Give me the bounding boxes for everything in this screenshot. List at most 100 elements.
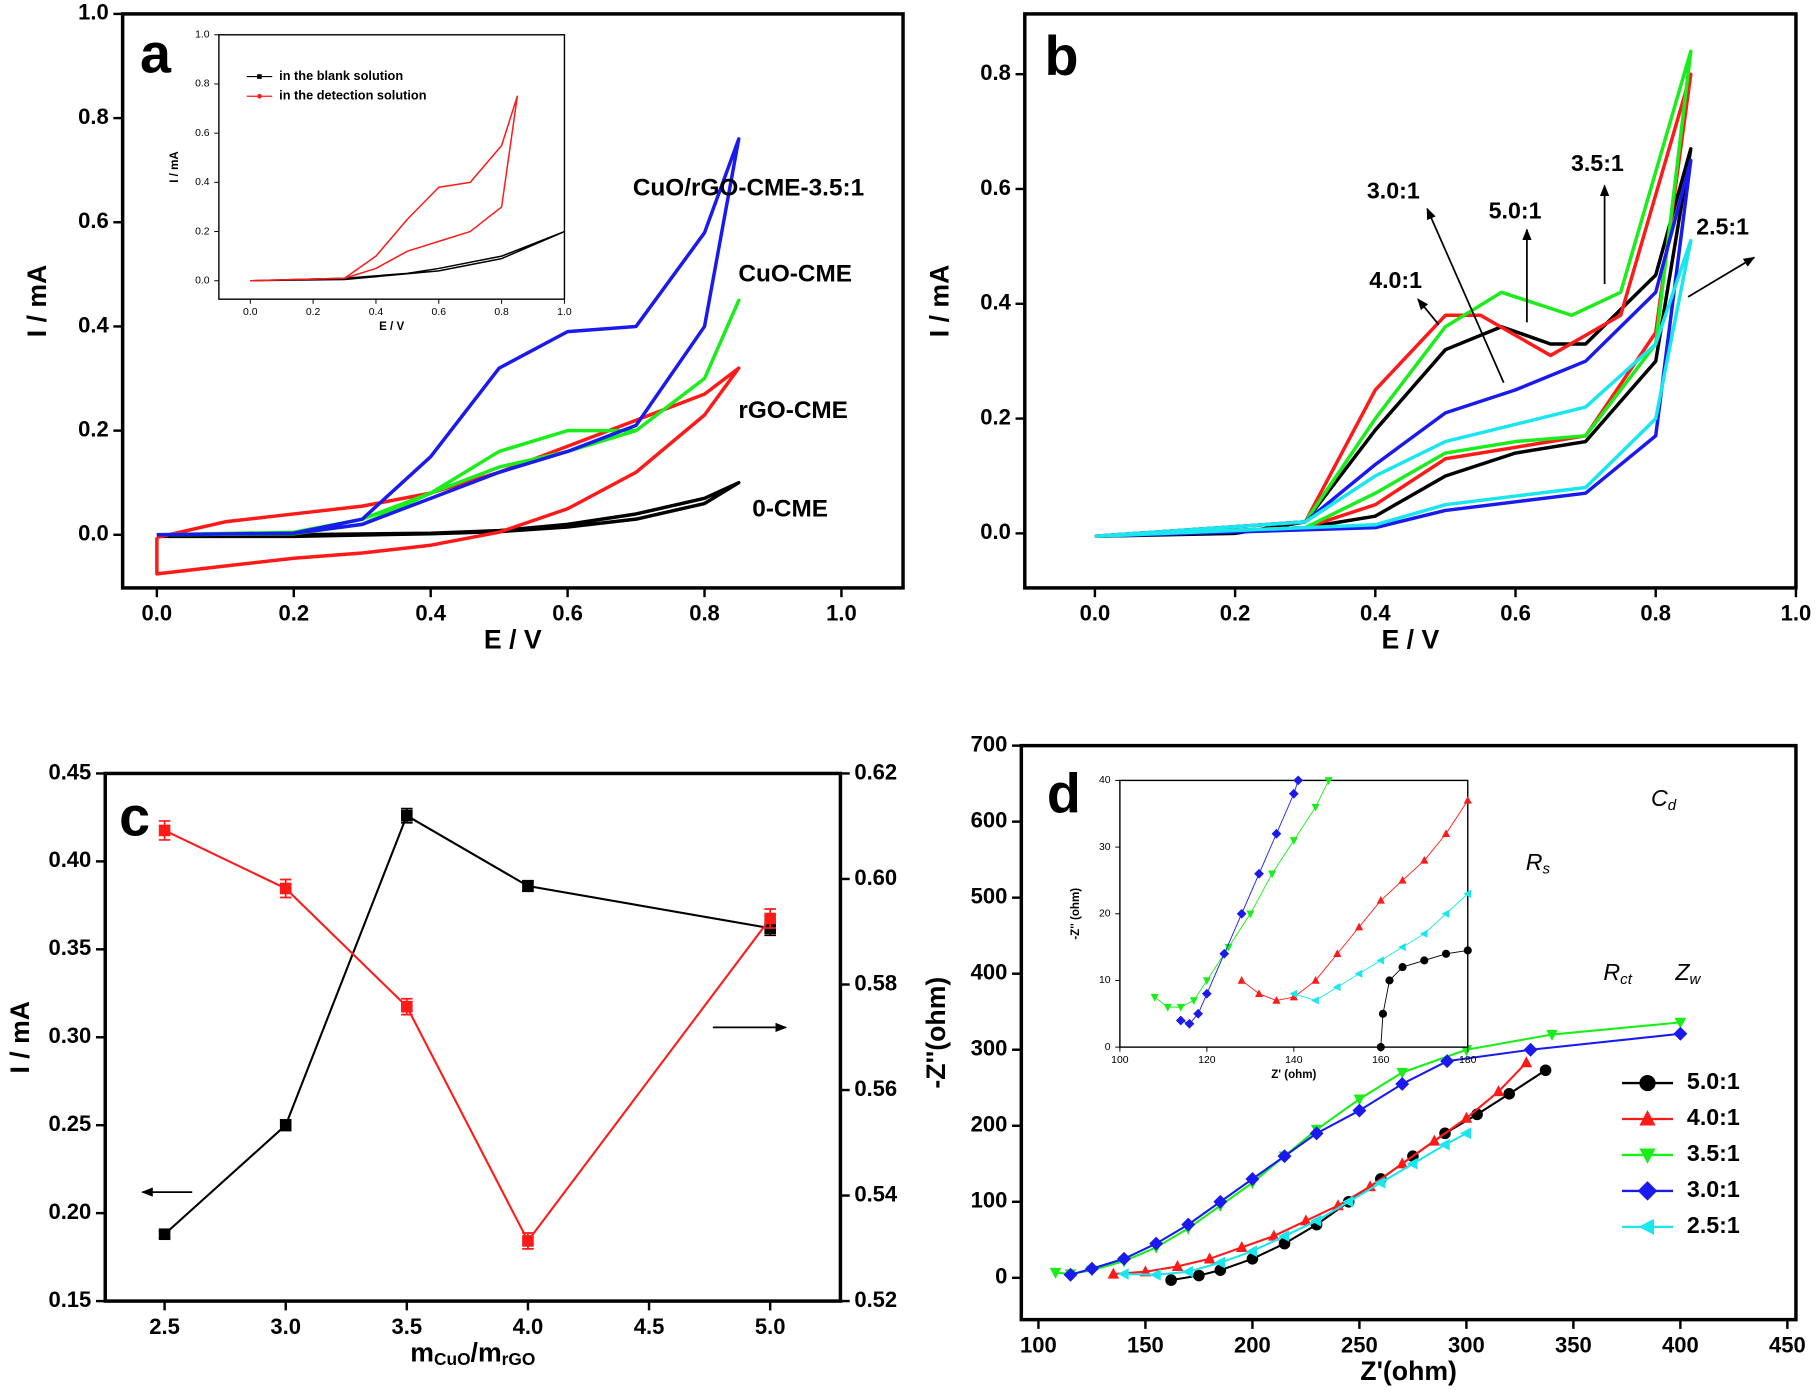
x-tick-label: 160	[1372, 1055, 1390, 1066]
x-tick-label: 1.0	[557, 307, 572, 318]
legend-label: in the detection solution	[279, 88, 426, 103]
y-tick-label: 0.8	[195, 79, 210, 90]
y-tick-label: 300	[971, 1036, 1008, 1061]
marker	[1333, 949, 1342, 958]
marker	[1440, 1054, 1455, 1069]
y-tick-label: 0.15	[48, 1287, 91, 1312]
legend-marker	[257, 74, 262, 79]
x-tick-label: 0.0	[142, 601, 173, 626]
marker	[1163, 1003, 1172, 1012]
x-tick-label: 5.0	[755, 1314, 786, 1339]
y-tick-label: 600	[971, 807, 1008, 832]
series-line	[250, 95, 519, 282]
circuit-label-sub: s	[1542, 861, 1550, 878]
x-tick-label: 0.4	[415, 601, 446, 626]
marker	[1354, 969, 1363, 978]
marker	[1463, 795, 1472, 804]
marker	[1463, 889, 1472, 898]
marker	[1184, 1018, 1195, 1029]
circuit-label-sub: ct	[1620, 971, 1633, 988]
series-line	[1094, 158, 1693, 538]
x-tick-label: 450	[1769, 1332, 1806, 1357]
marker	[522, 880, 534, 892]
curve-label: CuO/rGO-CME-3.5:1	[633, 174, 864, 201]
x-axis-label-part: /m	[471, 1337, 502, 1367]
series-line	[156, 298, 741, 537]
marker	[1492, 1085, 1505, 1097]
y-tick-label: 0.0	[980, 519, 1011, 544]
circuit-label: Zw	[1674, 959, 1701, 988]
curve-label: CuO-CME	[738, 260, 852, 287]
y-tick-label: 0.40	[48, 847, 91, 872]
series-line	[1070, 1032, 1681, 1276]
marker	[1224, 943, 1233, 952]
x-tick-label: 0.8	[689, 601, 720, 626]
marker	[1438, 1138, 1450, 1151]
panel-label: b	[1045, 25, 1079, 87]
x-tick-label: 0.6	[552, 601, 583, 626]
marker	[1406, 1157, 1418, 1170]
marker	[1332, 983, 1341, 992]
marker	[1441, 829, 1451, 837]
legend-label: in the blank solution	[279, 68, 403, 83]
circuit-label-sub: w	[1690, 971, 1702, 988]
marker	[401, 1000, 413, 1013]
marker	[1268, 870, 1277, 879]
circuit-label: Rs	[1526, 849, 1551, 878]
panel-label: c	[119, 786, 150, 848]
marker	[1398, 943, 1406, 952]
plot-frame	[103, 771, 843, 1303]
y-tick-label: 30	[1099, 842, 1111, 853]
y2-tick-label: 0.54	[854, 1181, 898, 1206]
marker	[1300, 1214, 1312, 1226]
marker	[1353, 1094, 1366, 1106]
y-tick-label: 0.8	[980, 60, 1011, 85]
x-tick-label: 0.0	[243, 307, 258, 318]
x-axis-label-part: CuO	[434, 1349, 471, 1369]
x-tick-label: 350	[1555, 1332, 1592, 1357]
curve-label: 5.0:1	[1489, 197, 1542, 223]
marker	[1376, 956, 1385, 965]
marker	[1342, 1195, 1354, 1208]
legend-marker	[1639, 1110, 1656, 1126]
marker	[1245, 1172, 1260, 1186]
marker	[1084, 1261, 1099, 1276]
y-axis-label: I / mA	[5, 1001, 35, 1074]
marker	[522, 1235, 534, 1247]
y-tick-label: 0	[995, 1264, 1007, 1289]
legend-label: 5.0:1	[1687, 1068, 1740, 1094]
marker	[1539, 1064, 1552, 1077]
y-tick-label: 0.6	[195, 128, 210, 139]
y-tick-label: 0.2	[78, 416, 109, 441]
marker	[158, 1228, 171, 1241]
marker	[1428, 1134, 1441, 1146]
marker	[1289, 992, 1298, 1001]
series-line	[250, 230, 566, 282]
x-axis-label-part: m	[410, 1337, 434, 1367]
legend-marker	[1639, 1148, 1656, 1164]
marker	[1235, 1241, 1248, 1253]
y-tick-label: 0.4	[195, 177, 210, 188]
marker	[1277, 1149, 1292, 1164]
marker	[1460, 1127, 1472, 1140]
circuit-label: Cd	[1651, 785, 1677, 814]
y-tick-label: 10	[1099, 975, 1111, 986]
x-tick-label: 2.5	[149, 1314, 180, 1339]
y-tick-label: 100	[971, 1188, 1008, 1213]
marker	[1385, 976, 1394, 985]
marker	[1419, 929, 1428, 938]
marker	[1268, 1229, 1280, 1241]
x-tick-label: 400	[1662, 1332, 1699, 1357]
circuit-label-main: Z	[1674, 959, 1690, 985]
y-tick-label: 0.0	[78, 521, 109, 546]
circuit-label-main: R	[1603, 959, 1620, 985]
curve-label: 3.0:1	[1367, 178, 1420, 204]
marker	[1165, 1274, 1177, 1286]
marker	[1674, 1017, 1687, 1029]
y-tick-label: 200	[971, 1112, 1008, 1137]
legend-marker	[1638, 1218, 1654, 1235]
marker	[1175, 1015, 1186, 1026]
series-line	[1180, 780, 1299, 1025]
marker	[1176, 1003, 1185, 1012]
